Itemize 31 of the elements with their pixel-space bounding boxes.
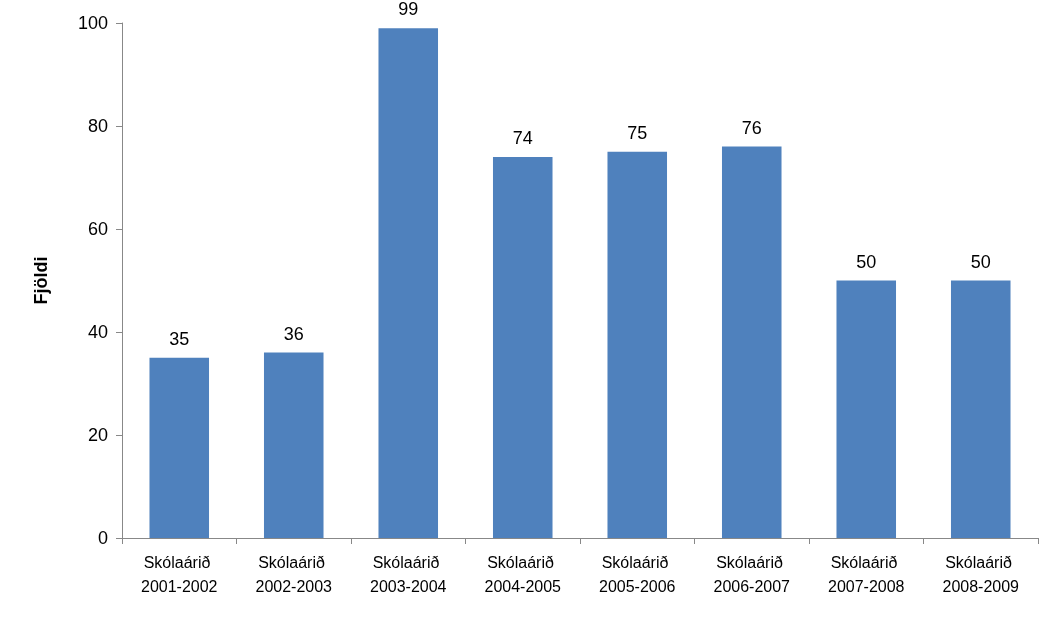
data-label: 36 — [283, 323, 304, 344]
data-label: 50 — [856, 251, 877, 272]
bar — [378, 28, 439, 538]
bar — [836, 280, 897, 538]
bar — [492, 156, 553, 538]
y-tick-label: 100 — [77, 13, 108, 33]
y-tick-label: 80 — [87, 116, 108, 136]
x-tick-label: Skólaárið 2003-2004 — [369, 553, 447, 595]
data-label: 74 — [512, 127, 533, 148]
data-label: 35 — [169, 328, 190, 349]
data-label: 76 — [741, 117, 762, 138]
data-label: 99 — [398, 0, 419, 20]
bar — [263, 352, 324, 538]
data-label: 50 — [970, 251, 991, 272]
data-label: 75 — [627, 122, 648, 143]
y-axis-title: Fjöldi — [31, 256, 51, 305]
bar — [149, 357, 210, 538]
x-tick-label: Skólaárið 2004-2005 — [484, 553, 562, 595]
bar — [950, 280, 1011, 538]
x-tick-label: Skólaárið 2007-2008 — [827, 553, 905, 595]
y-tick-label: 60 — [87, 219, 108, 239]
x-tick-label: Skólaárið 2005-2006 — [598, 553, 676, 595]
x-tick-label: Skólaárið 2001-2002 — [140, 553, 218, 595]
bar — [721, 146, 782, 538]
x-tick-label: Skólaárið 2002-2003 — [255, 553, 333, 595]
y-tick-label: 0 — [97, 528, 108, 548]
bar — [607, 151, 668, 538]
y-tick-label: 20 — [87, 425, 108, 445]
x-tick-label: Skólaárið 2008-2009 — [942, 553, 1020, 595]
y-tick-label: 40 — [87, 322, 108, 342]
x-tick-label: Skólaárið 2006-2007 — [713, 553, 791, 595]
